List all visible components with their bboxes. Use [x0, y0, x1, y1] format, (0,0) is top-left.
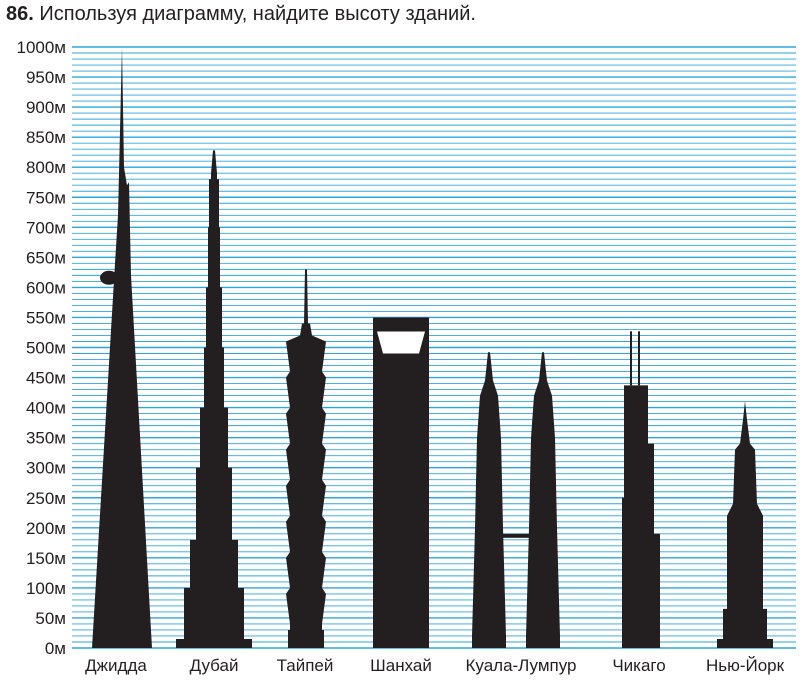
y-tick-label: 600м	[26, 278, 66, 297]
gridlines	[72, 46, 796, 649]
x-tick-label: Дубай	[190, 656, 239, 675]
y-tick-label: 500м	[26, 339, 66, 358]
task-text: Используя диаграмму, найдите высоту здан…	[39, 3, 476, 25]
building-shanghai	[373, 317, 429, 648]
x-axis-tick-labels: Джидда Дубай Тайпей Шанхай Куала-Лумпур Чикаг…	[85, 656, 784, 675]
task-heading: 86. Используя диаграмму, найдите высоту …	[6, 3, 476, 26]
building-taipei	[286, 269, 326, 648]
building-shanghai-opening	[377, 331, 425, 354]
y-tick-label: 200м	[26, 519, 66, 538]
x-tick-label: Джидда	[85, 656, 147, 675]
x-tick-label: Чикаго	[612, 656, 665, 675]
y-tick-label: 350м	[26, 429, 66, 448]
y-tick-label: 800м	[26, 158, 66, 177]
y-tick-label: 300м	[26, 459, 66, 478]
y-tick-label: 900м	[26, 98, 66, 117]
y-tick-label: 950м	[26, 68, 66, 87]
building-kuala-lumpur-tower-1	[472, 352, 506, 648]
building-chicago	[622, 385, 660, 648]
building-kuala-lumpur-tower-2	[526, 352, 560, 648]
y-tick-label: 450м	[26, 369, 66, 388]
building-jeddah	[92, 47, 152, 648]
building-dubai	[176, 150, 252, 648]
x-tick-label: Тайпей	[277, 656, 334, 675]
y-axis-tick-labels: 0м 50м 100м 150м 200м 250м 300м 350м 400м 450м 500…	[16, 38, 66, 658]
y-tick-label: 100м	[26, 579, 66, 598]
building-chicago-antenna-1	[630, 331, 632, 386]
y-tick-label: 50м	[35, 609, 66, 628]
x-tick-label: Шанхай	[370, 656, 432, 675]
building-new-york	[717, 400, 773, 648]
building-jeddah-deck	[100, 270, 118, 285]
y-tick-label: 850м	[26, 128, 66, 147]
buildings	[92, 47, 773, 648]
y-tick-label: 550м	[26, 308, 66, 327]
y-tick-label: 650м	[26, 248, 66, 267]
y-tick-label: 150м	[26, 549, 66, 568]
y-tick-label: 400м	[26, 399, 66, 418]
building-kuala-lumpur-skybridge	[502, 533, 530, 538]
building-chicago-antenna-2	[638, 331, 640, 386]
x-tick-label: Нью-Йорк	[706, 656, 785, 675]
task-number: 86.	[6, 3, 34, 25]
y-tick-label: 0м	[45, 639, 66, 658]
y-tick-label: 1000м	[16, 38, 66, 57]
y-tick-label: 250м	[26, 489, 66, 508]
x-tick-label: Куала-Лумпур	[465, 656, 576, 675]
y-tick-label: 750м	[26, 188, 66, 207]
y-tick-label: 700м	[26, 218, 66, 237]
